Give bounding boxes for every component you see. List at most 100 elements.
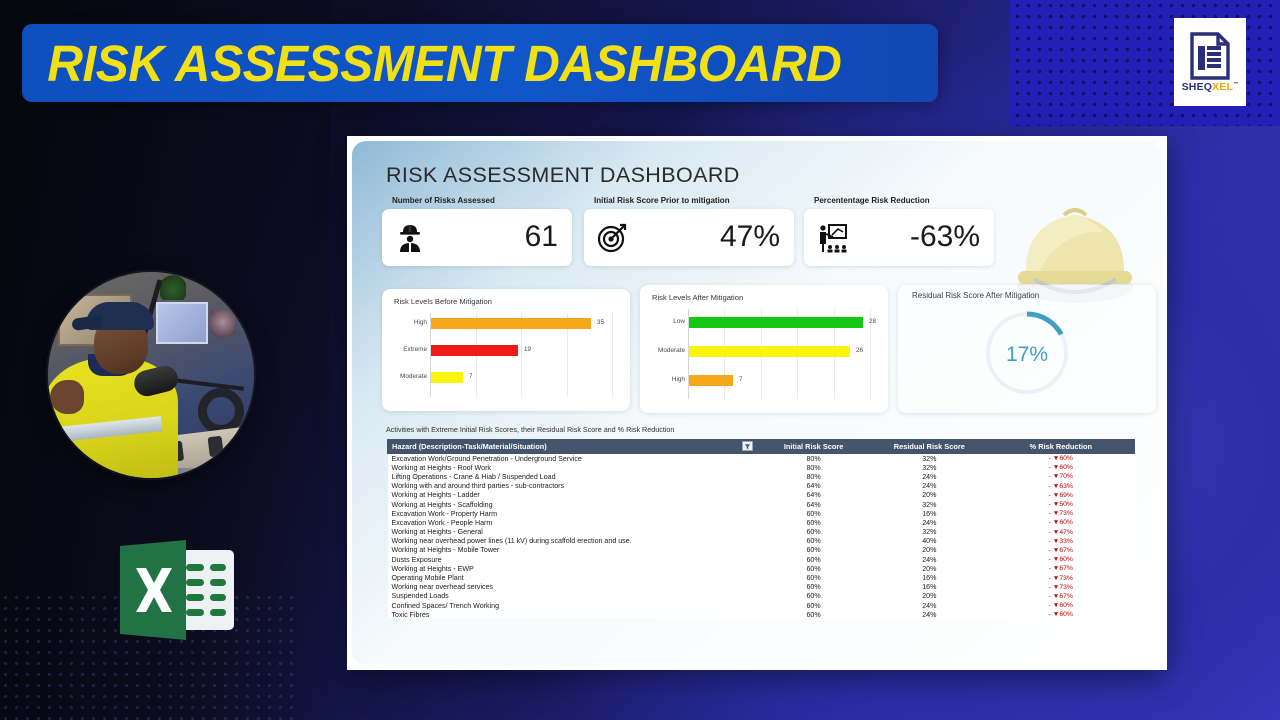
cell-residual-risk-score: 24% [871,472,988,482]
reduction-value: 73% [1059,574,1073,582]
cell-residual-risk-score: 32% [871,463,988,473]
decrease-arrow-icon: - ▼ [1048,592,1060,600]
table-row[interactable]: Excavation Work - People Harm 60% 24% - ▼60… [387,518,1135,528]
decrease-arrow-icon: - ▼ [1048,611,1060,619]
cell-initial-risk-score: 60% [755,518,872,528]
cell-percent-risk-reduction: - ▼60% [987,610,1135,620]
cell-hazard: Working near overhead services [387,582,756,592]
title-banner: RISK ASSESSMENT DASHBOARD [22,24,938,102]
decrease-arrow-icon: - ▼ [1048,501,1060,509]
chart-title: Risk Levels Before Mitigation [394,297,492,306]
decrease-arrow-icon: - ▼ [1048,574,1060,582]
cell-percent-risk-reduction: - ▼60% [987,453,1135,464]
bar-category-label: High [413,319,427,326]
cell-residual-risk-score: 24% [871,601,988,611]
presenter-webcam-circle [48,272,254,478]
cell-residual-risk-score: 24% [871,518,988,528]
cell-residual-risk-score: 20% [871,591,988,601]
dashboard-frame: RISK ASSESSMENT DASHBOARD Number of Risk… [347,136,1167,670]
cell-hazard: Working near overhead power lines (11 kV… [387,536,756,546]
cell-residual-risk-score: 16% [871,573,988,583]
filter-icon[interactable] [742,441,754,451]
chart-panel-residual-risk-donut: Residual Risk Score After Mitigation 17% [898,285,1156,413]
cell-residual-risk-score: 32% [871,453,988,464]
cell-percent-risk-reduction: - ▼60% [987,463,1135,473]
column-header-hazard[interactable]: Hazard (Description-Task/Material/Situat… [386,439,757,454]
bar-category-label: Low [673,318,685,325]
document-icon [1190,32,1230,80]
cell-percent-risk-reduction: - ▼60% [987,601,1135,611]
decrease-arrow-icon: - ▼ [1048,556,1060,564]
cell-residual-risk-score: 20% [871,545,988,556]
decrease-arrow-icon: - ▼ [1048,510,1060,518]
cell-initial-risk-score: 60% [755,573,872,583]
table-row[interactable]: Dusts Exposure 60% 24% - ▼60% [387,555,1135,565]
table-row[interactable]: Working with and around third parties - … [387,481,1135,491]
cell-initial-risk-score: 60% [755,582,872,592]
table-row[interactable]: Excavation Work - Property Harm 60% 16% - ▼… [387,509,1135,519]
decrease-arrow-icon: - ▼ [1048,473,1060,481]
cell-residual-risk-score: 16% [871,509,988,519]
cell-initial-risk-score: 80% [755,463,872,473]
cell-initial-risk-score: 60% [755,601,872,611]
kpi-value: 61 [524,220,558,253]
logo-text-sheq: SHEQ [1181,80,1213,93]
cell-initial-risk-score: 60% [755,509,872,519]
bar-row: Moderate 7 [394,371,622,383]
cell-initial-risk-score: 64% [755,481,872,491]
table-row[interactable]: Working near overhead services 60% 16% - ▼7… [387,582,1135,592]
kpi-label: Initial Risk Score Prior to mitigation [594,196,730,205]
table-row[interactable]: Suspended Loads 60% 20% - ▼67% [387,591,1135,601]
column-header-percent-risk-reduction[interactable]: % Risk Reduction [986,439,1136,454]
dashboard-canvas: RISK ASSESSMENT DASHBOARD Number of Risk… [352,141,1162,665]
table-row[interactable]: Excavation Work/Ground Penetration - Und… [387,453,1135,464]
reduction-value: 67% [1059,546,1073,554]
cell-initial-risk-score: 60% [755,564,872,574]
reduction-value: 60% [1059,611,1073,619]
cell-initial-risk-score: 60% [755,555,872,565]
logo-trademark: ™ [1233,81,1239,88]
table-row[interactable]: Working at Heights - Roof Work 80% 32% - ▼6… [387,463,1135,473]
table-row[interactable]: Working at Heights - Ladder 64% 20% - ▼69% [387,490,1135,500]
cell-hazard: Working at Heights - Scaffolding [387,499,756,510]
reduction-value: 47% [1059,528,1073,536]
bar-chart-after: Low 28 Moderate 26 High 7 [652,307,880,407]
cell-hazard: Toxic Fibres [387,610,756,620]
table-row[interactable]: Working at Heights - General 60% 32% - ▼47% [387,527,1135,537]
table-row[interactable]: Confined Spaces/ Trench Working 60% 24% - ▼… [387,601,1135,611]
cell-residual-risk-score: 24% [871,610,988,620]
table-row[interactable]: Working at Heights - Mobile Tower 60% 20% -… [387,545,1135,556]
reduction-value: 60% [1059,556,1073,564]
column-header-initial-risk-score[interactable]: Initial Risk Score [755,439,872,454]
cell-percent-risk-reduction: - ▼60% [987,518,1135,528]
cell-initial-risk-score: 64% [755,499,872,510]
cell-hazard: Lifting Operations - Crane & Hiab / Susp… [387,472,756,482]
table-row[interactable]: Working at Heights - Scaffolding 64% 32% - … [387,499,1135,510]
cell-initial-risk-score: 64% [755,490,872,500]
bar-category-label: Moderate [658,347,685,354]
table-row[interactable]: Working at Heights - EWP 60% 20% - ▼67% [387,564,1135,574]
table-row[interactable]: Lifting Operations - Crane & Hiab / Susp… [387,472,1135,482]
reduction-value: 60% [1059,464,1073,472]
decrease-arrow-icon: - ▼ [1048,602,1060,610]
decrease-arrow-icon: - ▼ [1048,482,1060,490]
logo-wordmark: SHEQXEL™ [1182,82,1239,93]
bar-fill [431,344,518,356]
chart-panel-risk-after-mitigation: Risk Levels After Mitigation Low 28 Mode… [640,285,888,413]
table-row[interactable]: Operating Mobile Plant 60% 16% - ▼73% [387,573,1135,583]
cell-residual-risk-score: 32% [871,527,988,537]
cell-hazard: Excavation Work - People Harm [387,518,756,528]
bar-row: Moderate 26 [652,345,880,357]
donut-ring [985,311,1069,395]
chart-title: Residual Risk Score After Mitigation [912,291,1040,300]
column-header-hazard-label: Hazard (Description-Task/Material/Situat… [392,442,547,451]
cell-percent-risk-reduction: - ▼69% [987,490,1135,500]
table-row[interactable]: Working near overhead power lines (11 kV… [387,536,1135,546]
cell-residual-risk-score: 20% [871,490,988,500]
table-row[interactable]: Toxic Fibres 60% 24% - ▼60% [387,610,1135,620]
cell-percent-risk-reduction: - ▼67% [987,545,1135,556]
column-header-residual-risk-score[interactable]: Residual Risk Score [870,439,988,454]
reduction-value: 69% [1059,491,1073,499]
bar-value-label: 7 [739,376,743,383]
